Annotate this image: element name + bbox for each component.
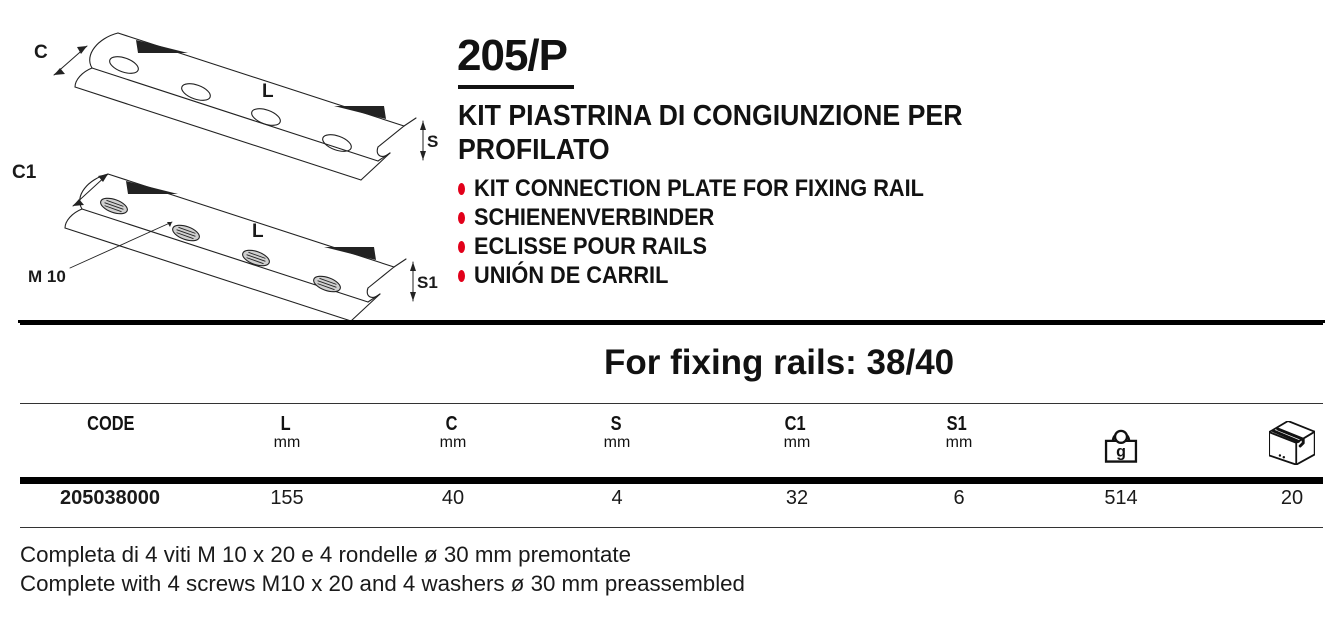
- svg-text:C: C: [34, 42, 48, 63]
- svg-text:C1: C1: [12, 162, 37, 183]
- svg-text:g: g: [1116, 442, 1126, 460]
- svg-text:S1: S1: [417, 273, 438, 292]
- svg-text:L: L: [252, 221, 264, 242]
- svg-text:L: L: [262, 81, 274, 102]
- svg-text:S: S: [427, 132, 438, 151]
- svg-text:M 10: M 10: [28, 267, 66, 286]
